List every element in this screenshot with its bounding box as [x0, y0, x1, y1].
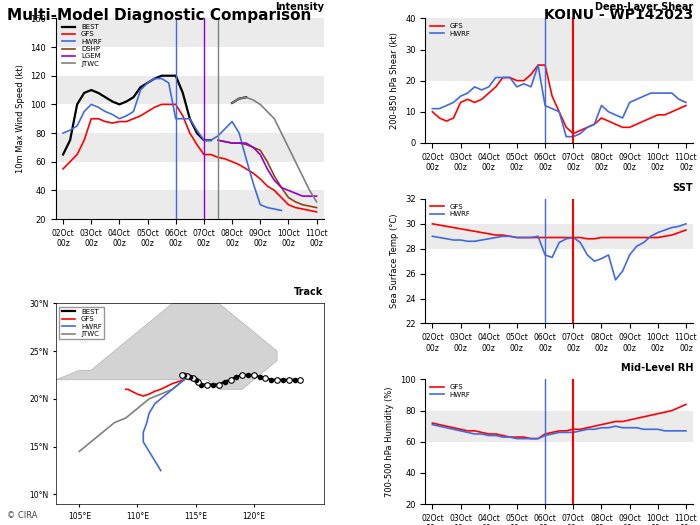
- Text: © CIRA: © CIRA: [7, 511, 38, 520]
- Bar: [56, 191, 323, 219]
- Text: SST: SST: [673, 183, 693, 193]
- Bar: [56, 18, 323, 47]
- Text: Deep-Layer Shear: Deep-Layer Shear: [595, 2, 693, 12]
- Text: Track: Track: [294, 287, 323, 297]
- Legend: BEST, GFS, HWRF, JTWC: BEST, GFS, HWRF, JTWC: [60, 307, 104, 339]
- Legend: GFS, HWRF: GFS, HWRF: [429, 203, 472, 218]
- Legend: GFS, HWRF: GFS, HWRF: [429, 383, 472, 399]
- Y-axis label: 700-500 hPa Humidity (%): 700-500 hPa Humidity (%): [385, 386, 394, 497]
- Y-axis label: 200-850 hPa Shear (kt): 200-850 hPa Shear (kt): [391, 32, 400, 129]
- Bar: [426, 18, 693, 81]
- Text: Mid-Level RH: Mid-Level RH: [620, 363, 693, 373]
- Y-axis label: Sea Surface Temp (°C): Sea Surface Temp (°C): [391, 214, 400, 309]
- Text: Multi-Model Diagnostic Comparison: Multi-Model Diagnostic Comparison: [7, 8, 312, 23]
- Text: KOINU - WP142023: KOINU - WP142023: [544, 8, 693, 22]
- Text: Intensity: Intensity: [274, 2, 323, 12]
- Y-axis label: 10m Max Wind Speed (kt): 10m Max Wind Speed (kt): [16, 64, 25, 173]
- Legend: GFS, HWRF: GFS, HWRF: [429, 22, 472, 38]
- Bar: [56, 76, 323, 104]
- Bar: [426, 224, 693, 249]
- Bar: [426, 411, 693, 442]
- Polygon shape: [56, 303, 277, 390]
- Bar: [56, 133, 323, 162]
- Legend: BEST, GFS, HWRF, DSHP, LGEM, JTWC: BEST, GFS, HWRF, DSHP, LGEM, JTWC: [60, 22, 104, 69]
